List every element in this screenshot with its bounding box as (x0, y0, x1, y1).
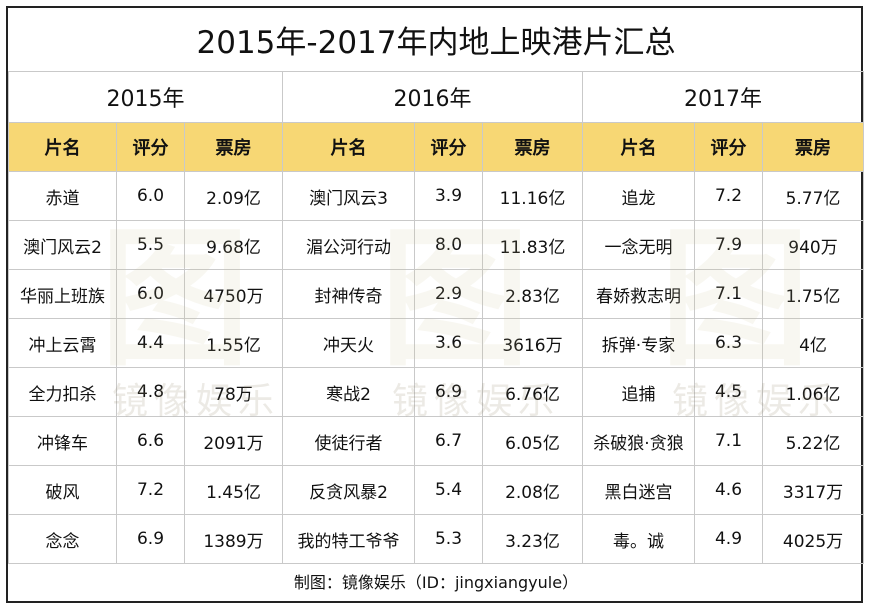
table-row: 念念 6.9 1389万 我的特工爷爷 5.3 3.23亿 毒。诚 4.9 4025万 (8, 514, 865, 564)
cell-box-office: 2.83亿 (482, 269, 583, 319)
header-box-office: 票房 (761, 122, 865, 172)
cell-title: 追捕 (582, 367, 695, 417)
cell-box-office: 1.06亿 (761, 367, 865, 417)
header-title: 片名 (282, 122, 415, 172)
cell-title: 赤道 (8, 171, 117, 221)
cell-box-office: 1.45亿 (184, 465, 283, 515)
cell-rating: 2.9 (414, 269, 483, 319)
cell-title: 澳门风云3 (282, 171, 415, 221)
cell-title: 一念无明 (582, 220, 695, 270)
cell-title: 全力扣杀 (8, 367, 117, 417)
cell-title: 使徒行者 (282, 416, 415, 466)
cell-title: 我的特工爷爷 (282, 514, 415, 564)
cell-box-office: 4亿 (761, 318, 865, 368)
cell-title: 寒战2 (282, 367, 415, 417)
table-row: 赤道 6.0 2.09亿 澳门风云3 3.9 11.16亿 追龙 7.2 5.77亿 (8, 171, 865, 221)
cell-box-office: 4750万 (184, 269, 283, 319)
cell-box-office: 6.76亿 (482, 367, 583, 417)
header-rating: 评分 (414, 122, 483, 172)
cell-rating: 7.1 (694, 416, 763, 466)
cell-title: 追龙 (582, 171, 695, 221)
cell-rating: 4.5 (694, 367, 763, 417)
table-row: 华丽上班族 6.0 4750万 封神传奇 2.9 2.83亿 春娇救志明 7.1 1.75亿 (8, 269, 865, 319)
cell-box-office: 940万 (761, 220, 865, 270)
cell-rating: 5.5 (116, 220, 185, 270)
cell-rating: 6.0 (116, 269, 185, 319)
cell-box-office: 5.22亿 (761, 416, 865, 466)
header-box-office: 票房 (482, 122, 583, 172)
table-title: 2015年-2017年内地上映港片汇总 (8, 8, 864, 72)
cell-title: 杀破狼·贪狼 (582, 416, 695, 466)
cell-rating: 6.9 (414, 367, 483, 417)
cell-box-office: 4025万 (761, 514, 865, 564)
cell-title: 冲锋车 (8, 416, 117, 466)
cell-box-office: 1.75亿 (761, 269, 865, 319)
cell-box-office: 6.05亿 (482, 416, 583, 466)
cell-box-office: 2091万 (184, 416, 283, 466)
chart-credit: 制图：镜像娱乐（ID：jingxiangyule） (8, 563, 864, 597)
cell-rating: 5.3 (414, 514, 483, 564)
year-header-2016: 2016年 (282, 71, 583, 123)
cell-box-office: 3317万 (761, 465, 865, 515)
cell-title: 毒。诚 (582, 514, 695, 564)
cell-title: 冲上云霄 (8, 318, 117, 368)
cell-box-office: 1389万 (184, 514, 283, 564)
cell-box-office: 9.68亿 (184, 220, 283, 270)
cell-box-office: 5.77亿 (761, 171, 865, 221)
cell-box-office: 2.08亿 (482, 465, 583, 515)
cell-title: 湄公河行动 (282, 220, 415, 270)
cell-rating: 4.9 (694, 514, 763, 564)
cell-rating: 3.9 (414, 171, 483, 221)
cell-title: 念念 (8, 514, 117, 564)
cell-box-office: 78万 (184, 367, 283, 417)
table-row: 破风 7.2 1.45亿 反贪风暴2 5.4 2.08亿 黑白迷宫 4.6 3317万 (8, 465, 865, 515)
cell-rating: 6.6 (116, 416, 185, 466)
cell-box-office: 2.09亿 (184, 171, 283, 221)
header-title: 片名 (582, 122, 695, 172)
table-row: 澳门风云2 5.5 9.68亿 湄公河行动 8.0 11.83亿 一念无明 7.9 940万 (8, 220, 865, 270)
cell-rating: 5.4 (414, 465, 483, 515)
cell-rating: 7.9 (694, 220, 763, 270)
year-header-2017: 2017年 (581, 71, 865, 123)
header-title: 片名 (8, 122, 117, 172)
cell-box-office: 1.55亿 (184, 318, 283, 368)
cell-rating: 7.2 (694, 171, 763, 221)
cell-title: 华丽上班族 (8, 269, 117, 319)
cell-box-office: 3616万 (482, 318, 583, 368)
table-row: 冲上云霄 4.4 1.55亿 冲天火 3.6 3616万 拆弹·专家 6.3 4亿 (8, 318, 865, 368)
summary-table-frame: 2015年-2017年内地上映港片汇总 2015年 2016年 2017年 片名… (6, 6, 865, 603)
cell-title: 封神传奇 (282, 269, 415, 319)
cell-box-office: 11.16亿 (482, 171, 583, 221)
table-row: 冲锋车 6.6 2091万 使徒行者 6.7 6.05亿 杀破狼·贪狼 7.1 5.22亿 (8, 416, 865, 466)
header-rating: 评分 (116, 122, 185, 172)
cell-title: 黑白迷宫 (582, 465, 695, 515)
cell-rating: 4.6 (694, 465, 763, 515)
cell-box-office: 3.23亿 (482, 514, 583, 564)
cell-title: 破风 (8, 465, 117, 515)
cell-rating: 3.6 (414, 318, 483, 368)
column-header-row: 片名 评分 票房 片名 评分 票房 片名 评分 票房 (8, 122, 865, 172)
cell-title: 澳门风云2 (8, 220, 117, 270)
cell-title: 春娇救志明 (582, 269, 695, 319)
cell-rating: 6.9 (116, 514, 185, 564)
header-rating: 评分 (694, 122, 763, 172)
cell-rating: 6.3 (694, 318, 763, 368)
header-box-office: 票房 (184, 122, 283, 172)
cell-title: 冲天火 (282, 318, 415, 368)
summary-table: 2015年-2017年内地上映港片汇总 2015年 2016年 2017年 片名… (8, 8, 865, 597)
table-row: 全力扣杀 4.8 78万 寒战2 6.9 6.76亿 追捕 4.5 1.06亿 (8, 367, 865, 417)
cell-title: 反贪风暴2 (282, 465, 415, 515)
cell-rating: 7.1 (694, 269, 763, 319)
cell-box-office: 11.83亿 (482, 220, 583, 270)
cell-rating: 8.0 (414, 220, 483, 270)
cell-rating: 7.2 (116, 465, 185, 515)
cell-rating: 6.0 (116, 171, 185, 221)
cell-rating: 6.7 (414, 416, 483, 466)
year-header-2015: 2015年 (8, 71, 283, 123)
cell-rating: 4.8 (116, 367, 185, 417)
cell-rating: 4.4 (116, 318, 185, 368)
cell-title: 拆弹·专家 (582, 318, 695, 368)
